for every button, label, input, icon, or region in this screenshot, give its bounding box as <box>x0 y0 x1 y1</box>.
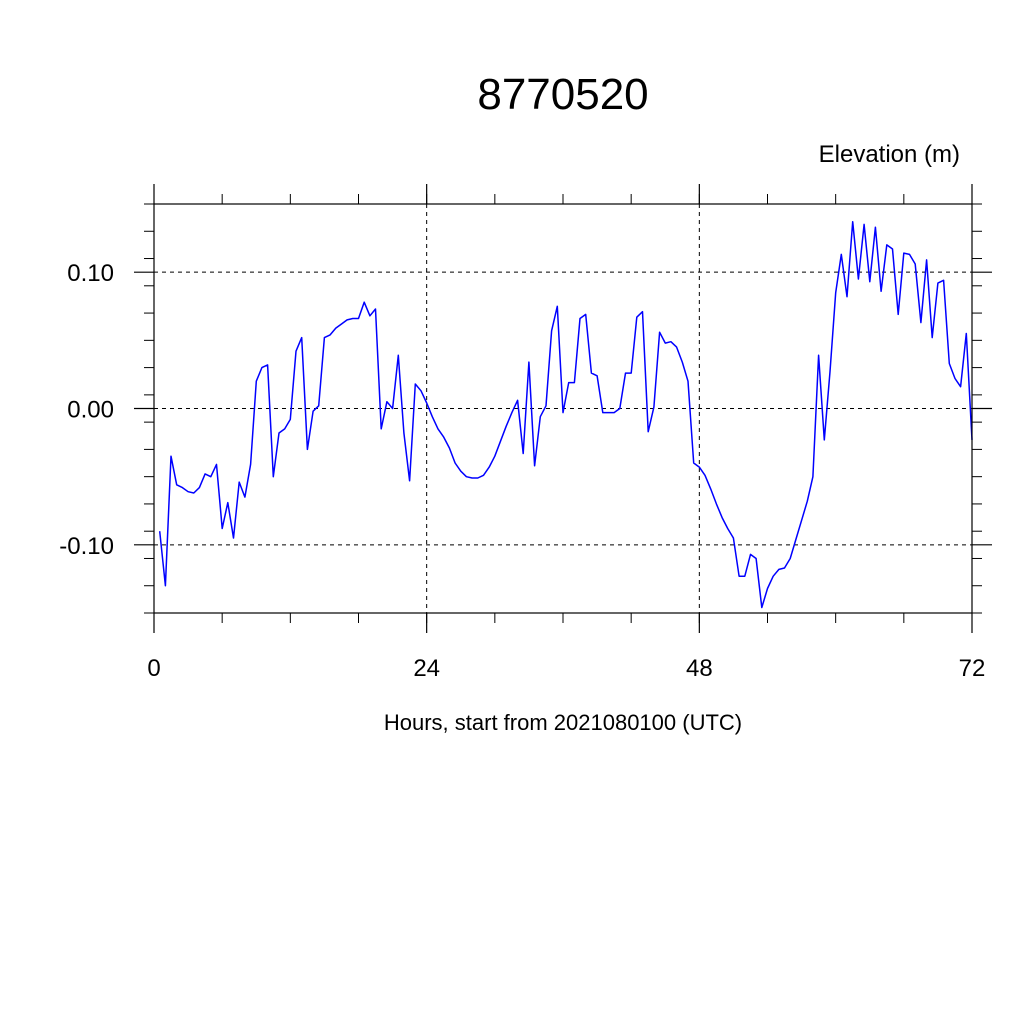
x-tick-label: 0 <box>147 655 160 682</box>
x-tick-label: 48 <box>686 655 713 682</box>
x-axis-label: Hours, start from 2021080100 (UTC) <box>384 710 742 735</box>
x-tick-label: 24 <box>413 655 440 682</box>
major-ticks <box>134 184 992 633</box>
y-tick-label: 0.00 <box>67 397 114 424</box>
y-axis-label: Elevation (m) <box>819 141 960 168</box>
y-tick-label: 0.10 <box>67 260 114 287</box>
x-tick-labels: 0 24 48 72 <box>147 655 985 682</box>
x-tick-label: 72 <box>959 655 986 682</box>
y-tick-label: -0.10 <box>59 533 114 560</box>
y-tick-labels: -0.10 0.00 0.10 <box>59 260 114 560</box>
plot-frame <box>153 203 973 614</box>
chart-title: 8770520 <box>477 70 648 119</box>
series-line-elevation <box>158 220 973 609</box>
